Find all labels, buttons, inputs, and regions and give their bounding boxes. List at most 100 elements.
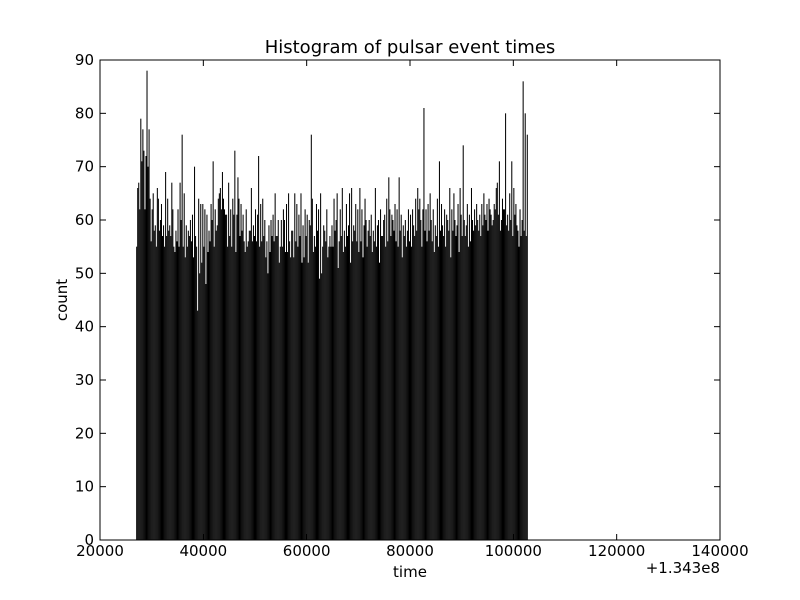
histogram-bar: [336, 193, 338, 540]
histogram-bar: [442, 225, 444, 540]
histogram-bar: [250, 188, 252, 540]
histogram-bar: [314, 246, 316, 541]
histogram-bar: [221, 172, 223, 540]
histogram-bar: [162, 236, 164, 540]
histogram-bar: [297, 246, 299, 541]
histogram-bar: [367, 230, 369, 541]
histogram-bar: [288, 193, 290, 540]
histogram-bar: [365, 220, 367, 540]
chart-title: Histogram of pulsar event times: [265, 37, 556, 58]
histogram-bar: [503, 209, 505, 540]
histogram-bar: [476, 204, 478, 540]
histogram-bar: [230, 209, 232, 540]
histogram-bar: [152, 193, 154, 540]
histogram-bar: [282, 209, 284, 540]
x-tick-label: 120000: [588, 542, 645, 560]
histogram-bar: [194, 166, 196, 541]
histogram-bar: [343, 230, 345, 541]
histogram-bar: [481, 204, 483, 540]
histogram-bar: [278, 262, 280, 540]
histogram-bar: [427, 204, 429, 540]
histogram-bar: [463, 220, 465, 540]
histogram-bar: [291, 230, 293, 541]
histogram-bar: [287, 252, 289, 540]
histogram-bar: [136, 246, 138, 541]
histogram-bar: [259, 246, 261, 541]
histogram-bar: [232, 198, 234, 541]
histogram-bar: [258, 156, 260, 540]
histogram-bar: [500, 220, 502, 540]
histogram-bar: [333, 198, 335, 541]
histogram-bar: [183, 193, 185, 540]
histogram-bar: [195, 236, 197, 540]
histogram-bar: [238, 198, 240, 541]
histogram-bar: [515, 204, 517, 540]
histogram-bar: [140, 118, 142, 541]
histogram-bar: [504, 209, 506, 540]
histogram-bar: [455, 236, 457, 540]
histogram-bar: [263, 236, 265, 540]
histogram-bar: [182, 246, 184, 541]
histogram-bar: [523, 230, 525, 541]
histogram-bar: [517, 230, 519, 541]
histogram-bar: [142, 129, 144, 540]
histogram-bar: [400, 214, 402, 541]
histogram-bar: [379, 262, 381, 540]
y-tick-label: 50: [75, 264, 94, 282]
histogram-bar: [361, 209, 363, 540]
histogram-bar: [209, 241, 211, 540]
histogram-bar: [465, 225, 467, 540]
y-tick-label: 60: [75, 211, 94, 229]
histogram-bar: [459, 188, 461, 540]
histogram-bar: [390, 236, 392, 540]
histogram-bar: [157, 198, 159, 541]
histogram-bar: [171, 182, 173, 541]
histogram-bar: [172, 209, 174, 540]
histogram-bar: [210, 204, 212, 540]
histogram-bar: [151, 209, 153, 540]
histogram-bar: [201, 262, 203, 540]
histogram-bar: [247, 241, 249, 540]
histogram-bar: [385, 246, 387, 541]
histogram-bar: [332, 246, 334, 541]
histogram-bar: [212, 161, 214, 540]
histogram-bar: [252, 225, 254, 540]
histogram-bar: [480, 236, 482, 540]
histogram-bar: [359, 188, 361, 540]
histogram-bar: [245, 209, 247, 540]
histogram-bar: [486, 204, 488, 540]
x-axis-label: time: [393, 563, 427, 581]
histogram-bar: [337, 268, 339, 540]
histogram-bar: [518, 246, 520, 541]
histogram-bar: [355, 204, 357, 540]
histogram-bar: [399, 230, 401, 541]
histogram-bar: [510, 220, 512, 540]
histogram-bar: [346, 236, 348, 540]
histogram-bar: [513, 188, 515, 540]
histogram-bar: [470, 188, 472, 540]
y-tick-label: 90: [75, 51, 94, 69]
histogram-bar: [358, 252, 360, 540]
histogram-bar: [158, 230, 160, 541]
histogram-bar: [322, 246, 324, 541]
histogram-bar: [396, 209, 398, 540]
histogram-bar: [277, 220, 279, 540]
histogram-bar: [229, 236, 231, 540]
histogram-bar: [356, 241, 358, 540]
histogram-bar: [176, 241, 178, 540]
histogram-bar: [190, 241, 192, 540]
histogram-bar: [475, 225, 477, 540]
histogram-bar: [327, 257, 329, 540]
histogram-bar: [404, 220, 406, 540]
histogram-bar: [447, 220, 449, 540]
histogram-bar: [299, 236, 301, 540]
histogram-bar: [248, 230, 250, 541]
histogram-bar: [296, 204, 298, 540]
histogram-bar: [499, 230, 501, 541]
histogram-bar: [514, 214, 516, 541]
histogram-bar: [213, 246, 215, 541]
x-tick-label: 80000: [386, 542, 434, 560]
histogram-bar: [393, 230, 395, 541]
histogram-bar: [294, 193, 296, 540]
